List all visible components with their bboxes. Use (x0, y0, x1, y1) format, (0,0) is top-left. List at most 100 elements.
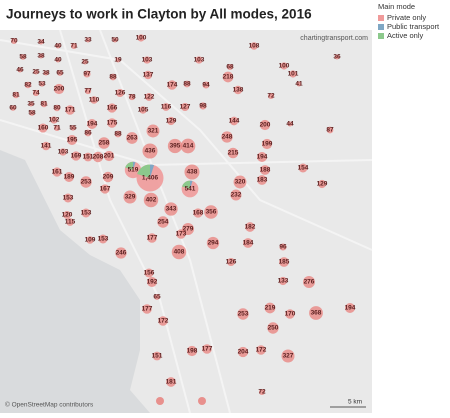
marker-label: 72 (267, 93, 275, 100)
marker-label: 204 (238, 349, 249, 356)
marker (126, 132, 138, 144)
marker (199, 102, 207, 110)
marker-slice (137, 164, 150, 178)
marker (145, 93, 153, 101)
marker-label: 129 (166, 118, 177, 125)
marker-label: 87 (326, 127, 334, 134)
marker (280, 62, 288, 70)
marker-label: 218 (223, 74, 234, 81)
marker-label: 38 (42, 70, 50, 77)
marker-label: 82 (24, 82, 32, 89)
marker (202, 344, 212, 354)
marker (86, 118, 98, 130)
marker (204, 205, 218, 219)
marker (256, 151, 268, 163)
marker (52, 167, 62, 177)
marker (84, 87, 92, 95)
marker-label: 41 (295, 81, 303, 88)
marker-label: 103 (194, 57, 205, 64)
marker-label: 279 (183, 226, 194, 233)
marker (250, 42, 258, 50)
marker (53, 104, 61, 112)
marker (195, 56, 203, 64)
marker-label: 34 (37, 39, 45, 46)
marker-label: 44 (286, 121, 294, 128)
marker-label: 201 (104, 153, 115, 160)
marker-label: 138 (233, 87, 244, 94)
marker-label: 250 (268, 325, 279, 332)
marker (81, 208, 91, 218)
marker (154, 294, 160, 300)
marker-label: 68 (226, 64, 234, 71)
marker (71, 151, 81, 161)
marker (38, 39, 44, 45)
marker (50, 116, 58, 124)
marker (166, 116, 176, 126)
marker-label: 88 (183, 81, 191, 88)
marker-slice (150, 164, 155, 178)
marker-label: 133 (278, 278, 289, 285)
marker-label: 88 (114, 131, 122, 138)
marker-label: 194 (345, 305, 356, 312)
marker-label: 294 (208, 240, 219, 247)
marker (257, 175, 267, 185)
marker (206, 236, 220, 250)
marker-label: 108 (249, 43, 260, 50)
marker (64, 172, 74, 182)
marker (227, 147, 239, 159)
marker-label: 414 (183, 143, 194, 150)
marker (279, 243, 287, 251)
marker-label: 200 (54, 86, 65, 93)
marker-label: 177 (142, 306, 153, 313)
marker (43, 70, 49, 76)
marker (84, 129, 92, 137)
marker (139, 106, 147, 114)
marker-label: 519 (128, 167, 139, 174)
bay (0, 150, 150, 413)
marker-label: 153 (98, 236, 109, 243)
marker (80, 176, 92, 188)
marker (285, 309, 295, 319)
marker-label: 58 (19, 54, 27, 61)
marker-label: 215 (228, 150, 239, 157)
marker-label: 50 (111, 37, 119, 44)
marker (166, 377, 176, 387)
marker-label: 172 (158, 318, 169, 325)
marker-label: 436 (145, 148, 156, 155)
marker (82, 59, 88, 65)
marker-label: 80 (53, 105, 61, 112)
marker (112, 37, 118, 43)
marker (309, 306, 323, 320)
marker (256, 345, 266, 355)
marker (183, 80, 191, 88)
marker (40, 100, 48, 108)
marker (296, 81, 302, 87)
marker-label: 40 (54, 43, 62, 50)
marker-edge (198, 397, 206, 405)
marker (20, 54, 26, 60)
marker (245, 222, 255, 232)
marker-label: 55 (69, 125, 77, 132)
marker-label: 209 (103, 174, 114, 181)
marker (63, 193, 73, 203)
marker-label: 19 (114, 57, 122, 64)
marker (193, 208, 203, 218)
marker (29, 110, 35, 116)
marker-label: 327 (283, 353, 294, 360)
marker (227, 64, 233, 70)
marker (12, 91, 20, 99)
marker-label: 254 (158, 219, 169, 226)
marker-label: 103 (142, 57, 153, 64)
marker-label: 88 (109, 74, 117, 81)
marker-label: 35 (27, 101, 35, 108)
legend-title: Main mode (378, 2, 415, 11)
marker (287, 121, 293, 127)
marker (260, 165, 270, 175)
marker (259, 119, 271, 131)
marker-label: 65 (153, 294, 161, 301)
marker (289, 70, 297, 78)
marker (128, 93, 136, 101)
marker (233, 175, 247, 189)
marker-label: 194 (87, 121, 98, 128)
marker-label: 154 (298, 165, 309, 172)
